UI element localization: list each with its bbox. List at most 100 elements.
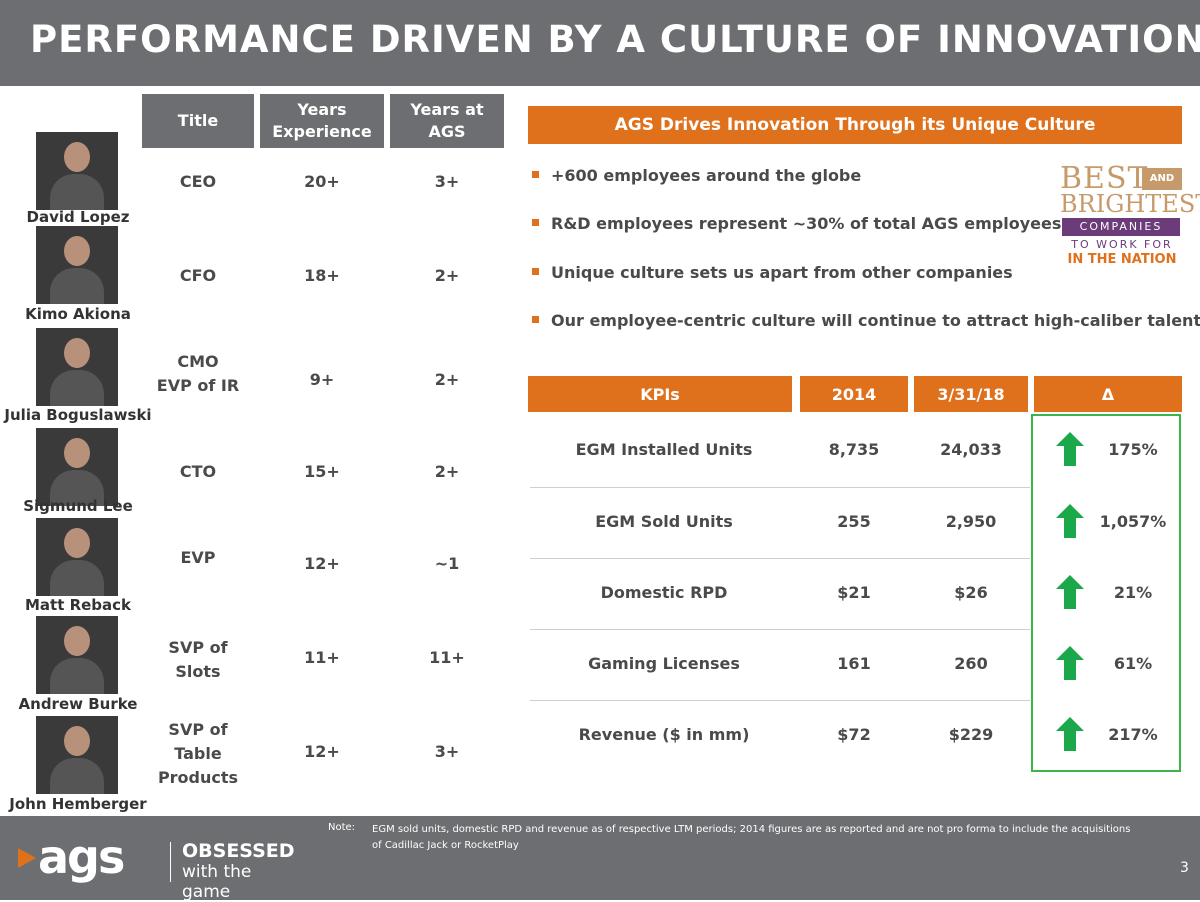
kpi-delta: 21% xyxy=(1113,583,1153,602)
kpi-row-divider xyxy=(530,487,1030,488)
award-and: AND xyxy=(1142,168,1182,190)
kpi-value-2018: 260 xyxy=(954,654,988,673)
headshot-photo xyxy=(36,328,118,406)
culture-banner: AGS Drives Innovation Through its Unique… xyxy=(528,106,1182,144)
person-title: CFO xyxy=(179,266,217,285)
kpi-label: EGM Sold Units xyxy=(595,512,733,531)
up-arrow-icon xyxy=(1056,717,1084,751)
years-at-ags: 2+ xyxy=(434,266,460,285)
years-at-ags: 11+ xyxy=(429,648,465,667)
kpi-value-2018: $229 xyxy=(948,725,994,744)
kpi-label: EGM Installed Units xyxy=(575,440,753,459)
person-title: EVP xyxy=(180,548,216,567)
person-title: CTO xyxy=(179,462,217,481)
kpi-value-2014: 161 xyxy=(837,654,871,673)
person-title: SVP of Slots xyxy=(168,638,228,681)
brand-obsessed: OBSESSED xyxy=(182,840,295,862)
note-text: EGM sold units, domestic RPD and revenue… xyxy=(372,824,1131,851)
up-arrow-icon xyxy=(1056,575,1084,609)
headshot-photo xyxy=(36,616,118,694)
years-at-ags: ~1 xyxy=(434,554,460,573)
best-and-brightest-award-logo: BEST AND BRIGHTEST COMPANIES TO WORK FOR… xyxy=(1060,161,1200,268)
years-experience: 12+ xyxy=(304,742,340,761)
years-experience: 9+ xyxy=(309,370,335,389)
kpi-header-2018: 3/31/18 xyxy=(914,376,1028,412)
headshot-photo xyxy=(36,518,118,596)
kpi-label: Domestic RPD xyxy=(600,583,728,602)
col-header-experience: Years Experience xyxy=(260,94,384,148)
headshot-photo xyxy=(36,132,118,210)
kpi-row-divider xyxy=(530,629,1030,630)
kpi-label: Gaming Licenses xyxy=(588,654,740,673)
footer xyxy=(0,816,1200,900)
kpi-row-divider xyxy=(530,700,1030,701)
award-best: BEST xyxy=(1060,161,1149,196)
brand-tagline: with the game xyxy=(182,862,252,902)
up-arrow-icon xyxy=(1056,646,1084,680)
headshot-photo xyxy=(36,428,118,506)
col-header-years-at-ags: Years at AGS xyxy=(390,94,504,148)
brand-divider xyxy=(170,842,171,882)
years-experience: 15+ xyxy=(304,462,340,481)
award-brightest: BRIGHTEST xyxy=(1060,190,1200,218)
award-to-work-for: TO WORK FOR xyxy=(1071,238,1173,251)
person-name: Andrew Burke xyxy=(18,695,138,713)
kpi-value-2014: 255 xyxy=(837,512,871,531)
person-name: Julia Boguslawski xyxy=(4,406,152,424)
bullet-square-icon xyxy=(532,171,539,178)
person-name: John Hemberger xyxy=(9,795,147,813)
person-title: CEO xyxy=(179,172,217,191)
kpi-header-kpis: KPIs xyxy=(528,376,792,412)
kpi-value-2014: $72 xyxy=(837,725,871,744)
award-in-the-nation: IN THE NATION xyxy=(1067,252,1177,267)
brand-ags: ags xyxy=(38,830,125,884)
up-arrow-icon xyxy=(1056,504,1084,538)
kpi-header-delta: Δ xyxy=(1034,376,1182,412)
kpi-delta: 175% xyxy=(1108,440,1158,459)
years-experience: 20+ xyxy=(304,172,340,191)
culture-bullet: R&D employees represent ~30% of total AG… xyxy=(532,214,1061,233)
col-header-title: Title xyxy=(142,94,254,148)
note-label: Note: xyxy=(328,822,356,833)
kpi-value-2018: $26 xyxy=(954,583,988,602)
kpi-value-2018: 24,033 xyxy=(940,440,1002,459)
years-at-ags: 2+ xyxy=(434,370,460,389)
kpi-label: Revenue ($ in mm) xyxy=(578,725,750,744)
page-title: PERFORMANCE DRIVEN BY A CULTURE OF INNOV… xyxy=(30,18,1200,61)
years-experience: 18+ xyxy=(304,266,340,285)
years-at-ags: 3+ xyxy=(434,742,460,761)
delta-highlight-box xyxy=(1031,414,1181,772)
kpi-value-2014: $21 xyxy=(837,583,871,602)
person-title: SVP of Table Products xyxy=(157,720,239,787)
kpi-row-divider xyxy=(530,558,1030,559)
person-title: CMO EVP of IR xyxy=(156,352,240,395)
headshot-photo xyxy=(36,716,118,794)
bullet-square-icon xyxy=(532,268,539,275)
years-at-ags: 3+ xyxy=(434,172,460,191)
brand-triangle-icon xyxy=(18,848,36,868)
person-name: Matt Reback xyxy=(24,596,132,614)
years-experience: 12+ xyxy=(304,554,340,573)
person-name: Sigmund Lee xyxy=(23,497,133,515)
person-name: David Lopez xyxy=(26,208,130,226)
award-companies: COMPANIES xyxy=(1062,218,1180,236)
years-at-ags: 2+ xyxy=(434,462,460,481)
person-name: Kimo Akiona xyxy=(25,305,131,323)
page-header: PERFORMANCE DRIVEN BY A CULTURE OF INNOV… xyxy=(0,0,1200,86)
bullet-square-icon xyxy=(532,316,539,323)
kpi-value-2014: 8,735 xyxy=(828,440,880,459)
culture-bullet: +600 employees around the globe xyxy=(532,166,861,185)
page-number: 3 xyxy=(1180,860,1189,876)
kpi-header-2014: 2014 xyxy=(800,376,908,412)
kpi-delta: 217% xyxy=(1108,725,1158,744)
ags-brand-logo: ags OBSESSED with the game xyxy=(18,830,298,902)
kpi-value-2018: 2,950 xyxy=(945,512,997,531)
kpi-delta: 61% xyxy=(1113,654,1153,673)
bullet-square-icon xyxy=(532,219,539,226)
kpi-delta: 1,057% xyxy=(1099,512,1167,531)
years-experience: 11+ xyxy=(304,648,340,667)
culture-bullet: Unique culture sets us apart from other … xyxy=(532,263,1013,282)
up-arrow-icon xyxy=(1056,432,1084,466)
culture-bullet: Our employee-centric culture will contin… xyxy=(532,311,1200,330)
headshot-photo xyxy=(36,226,118,304)
